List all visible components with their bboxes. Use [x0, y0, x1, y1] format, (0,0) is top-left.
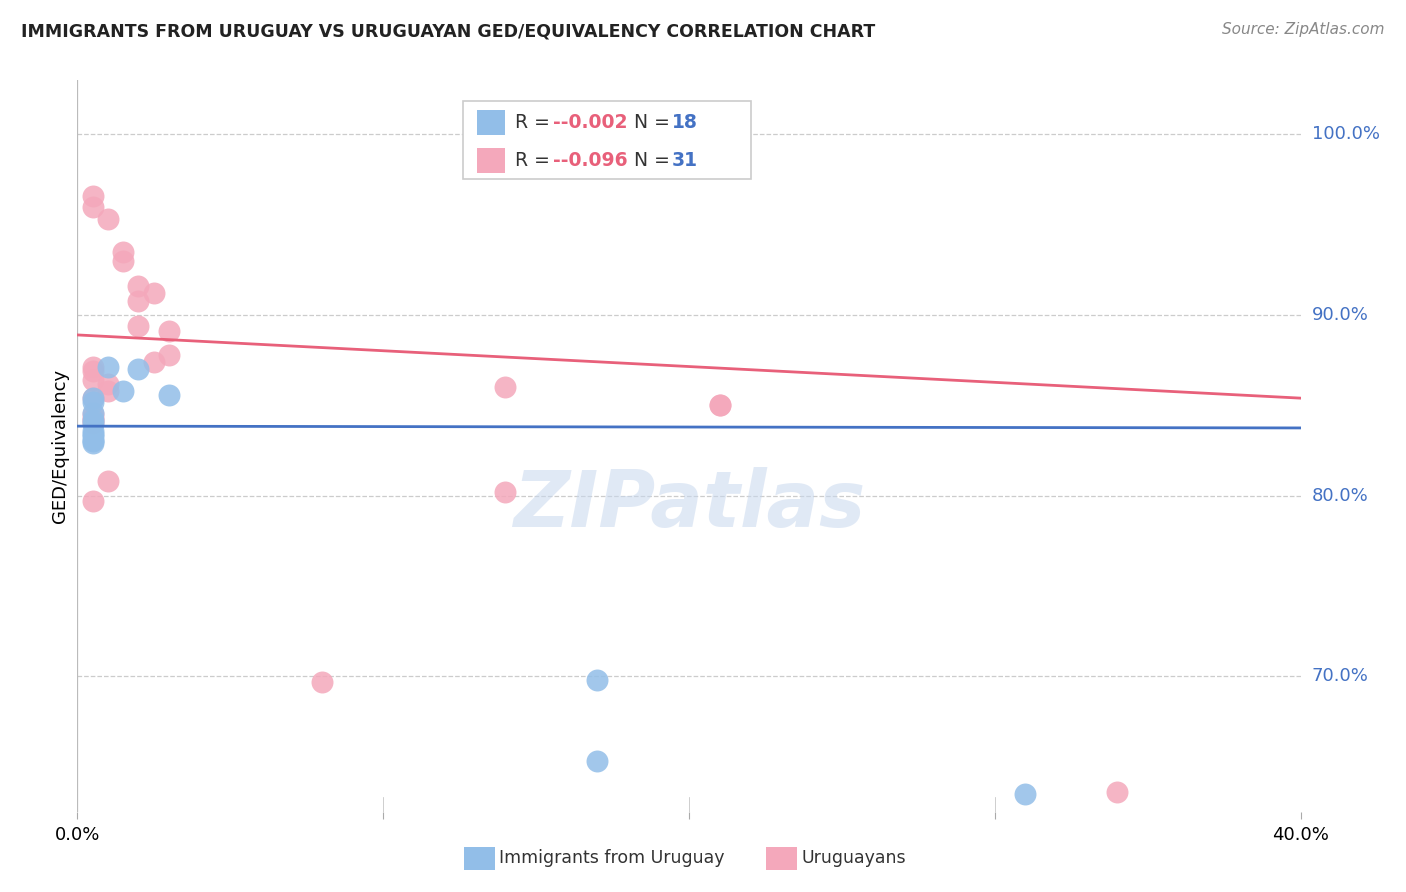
Point — [127, 279, 149, 293]
Point — [82, 411, 104, 425]
Point — [495, 485, 517, 500]
Point — [112, 253, 135, 268]
Point — [82, 494, 104, 508]
Point — [157, 387, 180, 401]
Text: 80.0%: 80.0% — [1312, 487, 1368, 505]
Point — [82, 391, 104, 405]
Point — [495, 380, 517, 394]
Point — [97, 360, 120, 375]
Text: N =: N = — [634, 113, 676, 132]
Text: Source: ZipAtlas.com: Source: ZipAtlas.com — [1222, 22, 1385, 37]
Text: 18: 18 — [672, 113, 697, 132]
Point — [112, 384, 135, 398]
Text: --0.002: --0.002 — [553, 113, 627, 132]
Text: R =: R = — [515, 113, 555, 132]
Point — [82, 417, 104, 431]
Point — [127, 318, 149, 333]
Point — [709, 398, 731, 412]
Point — [82, 429, 104, 443]
Point — [82, 436, 104, 450]
Point — [82, 413, 104, 427]
Point — [127, 362, 149, 376]
Text: Uruguayans: Uruguayans — [801, 849, 905, 867]
Y-axis label: GED/Equivalency: GED/Equivalency — [51, 369, 69, 523]
Text: 100.0%: 100.0% — [1312, 126, 1379, 144]
Point — [82, 391, 104, 405]
Point — [586, 754, 609, 768]
Point — [82, 364, 104, 378]
Point — [82, 417, 104, 431]
Text: 70.0%: 70.0% — [1312, 667, 1368, 685]
Point — [1107, 785, 1129, 799]
Point — [97, 212, 120, 227]
Point — [82, 413, 104, 427]
Text: N =: N = — [634, 151, 676, 169]
Point — [586, 673, 609, 687]
Point — [97, 384, 120, 398]
Text: 90.0%: 90.0% — [1312, 306, 1368, 324]
Point — [82, 434, 104, 449]
Point — [82, 427, 104, 442]
Point — [82, 406, 104, 420]
Text: ZIPatlas: ZIPatlas — [513, 467, 865, 542]
Point — [311, 674, 333, 689]
Point — [97, 376, 120, 391]
Point — [82, 408, 104, 422]
Point — [142, 286, 165, 301]
Point — [142, 355, 165, 369]
Point — [709, 398, 731, 412]
Point — [82, 424, 104, 438]
Point — [157, 324, 180, 338]
Point — [82, 200, 104, 214]
Point — [97, 474, 120, 488]
Text: --0.096: --0.096 — [553, 151, 627, 169]
Point — [1014, 787, 1036, 801]
Text: R =: R = — [515, 151, 555, 169]
Point — [127, 293, 149, 308]
Point — [82, 433, 104, 447]
Text: 31: 31 — [672, 151, 699, 169]
Point — [82, 360, 104, 375]
Point — [82, 189, 104, 203]
Text: Immigrants from Uruguay: Immigrants from Uruguay — [499, 849, 724, 867]
Text: IMMIGRANTS FROM URUGUAY VS URUGUAYAN GED/EQUIVALENCY CORRELATION CHART: IMMIGRANTS FROM URUGUAY VS URUGUAYAN GED… — [21, 22, 876, 40]
Point — [82, 394, 104, 409]
Point — [112, 244, 135, 259]
Point — [82, 373, 104, 387]
Point — [157, 348, 180, 362]
